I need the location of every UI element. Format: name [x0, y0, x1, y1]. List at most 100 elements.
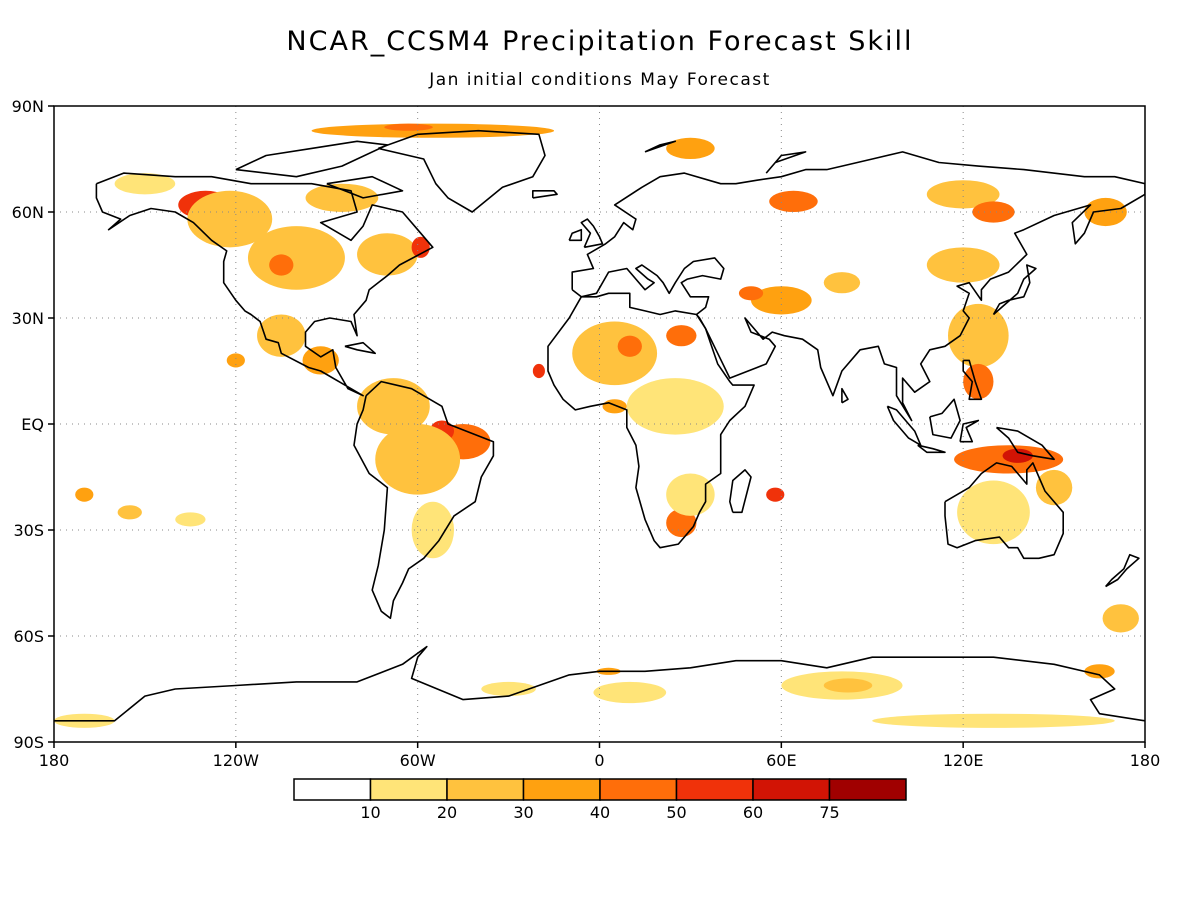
coastline	[547, 292, 755, 549]
skill-region	[666, 473, 715, 516]
skill-region	[269, 254, 294, 276]
coastline	[841, 387, 849, 404]
coastline	[54, 645, 1145, 722]
colorbar-label: 60	[743, 803, 763, 822]
lat-label: 30N	[12, 309, 44, 328]
skill-region	[1102, 604, 1139, 633]
skill-region	[187, 190, 273, 248]
skill-region	[247, 226, 345, 290]
lon-label: 0	[594, 751, 604, 770]
colorbar: 10 20 30 40 50 60 75	[293, 778, 907, 822]
lon-label: 180	[1130, 751, 1161, 770]
skill-region	[666, 325, 697, 347]
coastline	[235, 140, 389, 178]
colorbar-swatch	[599, 778, 678, 801]
skill-region	[1035, 469, 1073, 506]
skill-region	[257, 314, 306, 357]
skill-region	[305, 183, 379, 212]
lat-label: 60N	[12, 203, 44, 222]
colorbar-label: 50	[666, 803, 686, 822]
skill-region	[972, 201, 1015, 223]
lon-label: 60W	[400, 751, 436, 770]
map-subtitle: Jan initial conditions May Forecast	[429, 70, 771, 90]
colorbar-label: 10	[360, 803, 380, 822]
colorbar-label: 75	[819, 803, 839, 822]
coastline	[729, 469, 752, 514]
skill-region	[626, 378, 724, 435]
colorbar-label: 40	[590, 803, 610, 822]
colorbar-label: 30	[513, 803, 533, 822]
lat-label: 90N	[12, 97, 44, 116]
skill-region	[375, 424, 461, 495]
colorbar-swatch	[828, 778, 907, 801]
colorbar-swatch	[446, 778, 525, 801]
skill-region	[617, 335, 642, 357]
coastline	[765, 151, 807, 174]
coastline	[344, 341, 376, 355]
lat-label: 30S	[13, 521, 44, 540]
skill-region	[823, 272, 861, 294]
skill-region	[751, 286, 812, 315]
colorbar-swatch	[369, 778, 448, 801]
lat-label: EQ	[21, 415, 44, 434]
skill-region	[766, 487, 785, 502]
lat-label: 90S	[13, 733, 44, 752]
lon-label: 120W	[213, 751, 260, 770]
skill-region	[1084, 197, 1127, 227]
skill-region	[302, 346, 339, 375]
coastline	[571, 151, 1145, 422]
skill-region	[357, 233, 418, 276]
skill-region	[226, 353, 245, 368]
skill-region	[602, 399, 627, 414]
coastline	[944, 462, 1064, 560]
skill-region	[75, 487, 94, 502]
skill-region	[948, 303, 1009, 368]
map-title: NCAR_CCSM4 Precipitation Forecast Skill	[286, 26, 914, 57]
coastline	[959, 419, 980, 443]
skill-region	[311, 123, 555, 138]
coastline	[326, 175, 404, 199]
skill-region	[593, 681, 667, 704]
skill-region	[963, 363, 994, 400]
skill-region	[957, 480, 1030, 545]
skill-region	[872, 713, 1115, 728]
skill-region	[532, 363, 545, 379]
skill-region	[926, 247, 1000, 283]
coastline	[532, 190, 558, 199]
colorbar-swatch	[675, 778, 754, 801]
coastline	[917, 444, 946, 454]
skill-region	[666, 508, 697, 538]
skill-region	[1084, 664, 1115, 679]
skill-region	[114, 173, 176, 195]
skill-region	[738, 286, 764, 301]
coastline	[95, 172, 434, 397]
coastline	[995, 426, 1055, 461]
coastlines	[54, 129, 1145, 722]
coastline	[886, 405, 922, 446]
skill-region	[357, 378, 430, 435]
lon-label: 120E	[943, 751, 984, 770]
coastline	[353, 380, 495, 620]
skill-region	[926, 180, 1000, 209]
coastline	[644, 140, 677, 153]
coastline	[1104, 553, 1140, 588]
colorbar-swatch	[293, 778, 372, 801]
coastline	[992, 264, 1037, 316]
skill-region	[117, 505, 142, 520]
coastline	[580, 218, 604, 249]
coastline	[378, 129, 546, 213]
lat-label: 60S	[13, 627, 44, 646]
skill-region	[1002, 448, 1033, 463]
skill-region	[823, 678, 873, 693]
coastline	[568, 228, 583, 242]
skill-region	[481, 681, 536, 697]
lon-label: 180	[39, 751, 70, 770]
coastline	[962, 359, 983, 401]
skill-region	[666, 137, 715, 159]
colorbar-swatch	[522, 778, 601, 801]
coastline	[929, 398, 961, 439]
colorbar-swatch	[752, 778, 831, 801]
colorbar-label: 20	[437, 803, 457, 822]
